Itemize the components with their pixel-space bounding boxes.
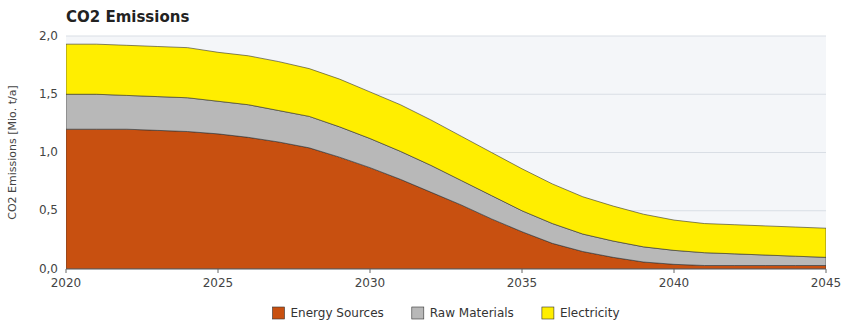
chart-title: CO2 Emissions bbox=[66, 8, 189, 26]
y-tick-label: 0,0 bbox=[39, 262, 58, 276]
x-tick-label: 2020 bbox=[51, 276, 82, 290]
legend-swatch bbox=[542, 307, 554, 319]
x-tick-label: 2025 bbox=[203, 276, 234, 290]
x-tick bbox=[66, 269, 67, 273]
area-series bbox=[66, 44, 826, 257]
chart-container: 0,0 0,5 1,0 1,5 2,0 2020 2025 2030 2035 2040 2045 C… bbox=[0, 0, 850, 331]
y-tick-label: 1,0 bbox=[39, 145, 58, 159]
x-tick-label: 2040 bbox=[659, 276, 690, 290]
x-tick bbox=[674, 269, 675, 273]
grid-line bbox=[66, 269, 826, 270]
chart-svg: 0,0 0,5 1,0 1,5 2,0 2020 2025 2030 2035 2040 2045 C… bbox=[0, 0, 850, 331]
plot-background bbox=[66, 36, 826, 269]
x-tick bbox=[218, 269, 219, 273]
legend-item: Raw Materials bbox=[412, 306, 514, 320]
x-tick-label: 2035 bbox=[507, 276, 538, 290]
y-axis-label: CO2 Emissions [Mio. t/a] bbox=[6, 85, 19, 219]
legend-label: Electricity bbox=[560, 306, 620, 320]
y-tick-label: 0,5 bbox=[39, 203, 58, 217]
legend-item: Electricity bbox=[542, 306, 620, 320]
grid bbox=[66, 36, 826, 269]
x-axis-line bbox=[66, 269, 826, 270]
legend-item: Energy Sources bbox=[273, 306, 384, 320]
legend-swatch bbox=[273, 307, 285, 319]
y-tick-label: 2,0 bbox=[39, 29, 58, 43]
x-tick-label: 2045 bbox=[811, 276, 842, 290]
legend-swatch bbox=[412, 307, 424, 319]
legend-label: Energy Sources bbox=[291, 306, 384, 320]
areas bbox=[66, 44, 826, 269]
x-tick bbox=[522, 269, 523, 273]
x-tick-label: 2030 bbox=[355, 276, 386, 290]
grid-line bbox=[66, 36, 826, 37]
legend-label: Raw Materials bbox=[430, 306, 514, 320]
legend: Energy Sources Raw Materials Electricity bbox=[273, 306, 620, 320]
x-tick bbox=[370, 269, 371, 273]
y-tick-label: 1,5 bbox=[39, 87, 58, 101]
x-tick bbox=[826, 269, 827, 273]
